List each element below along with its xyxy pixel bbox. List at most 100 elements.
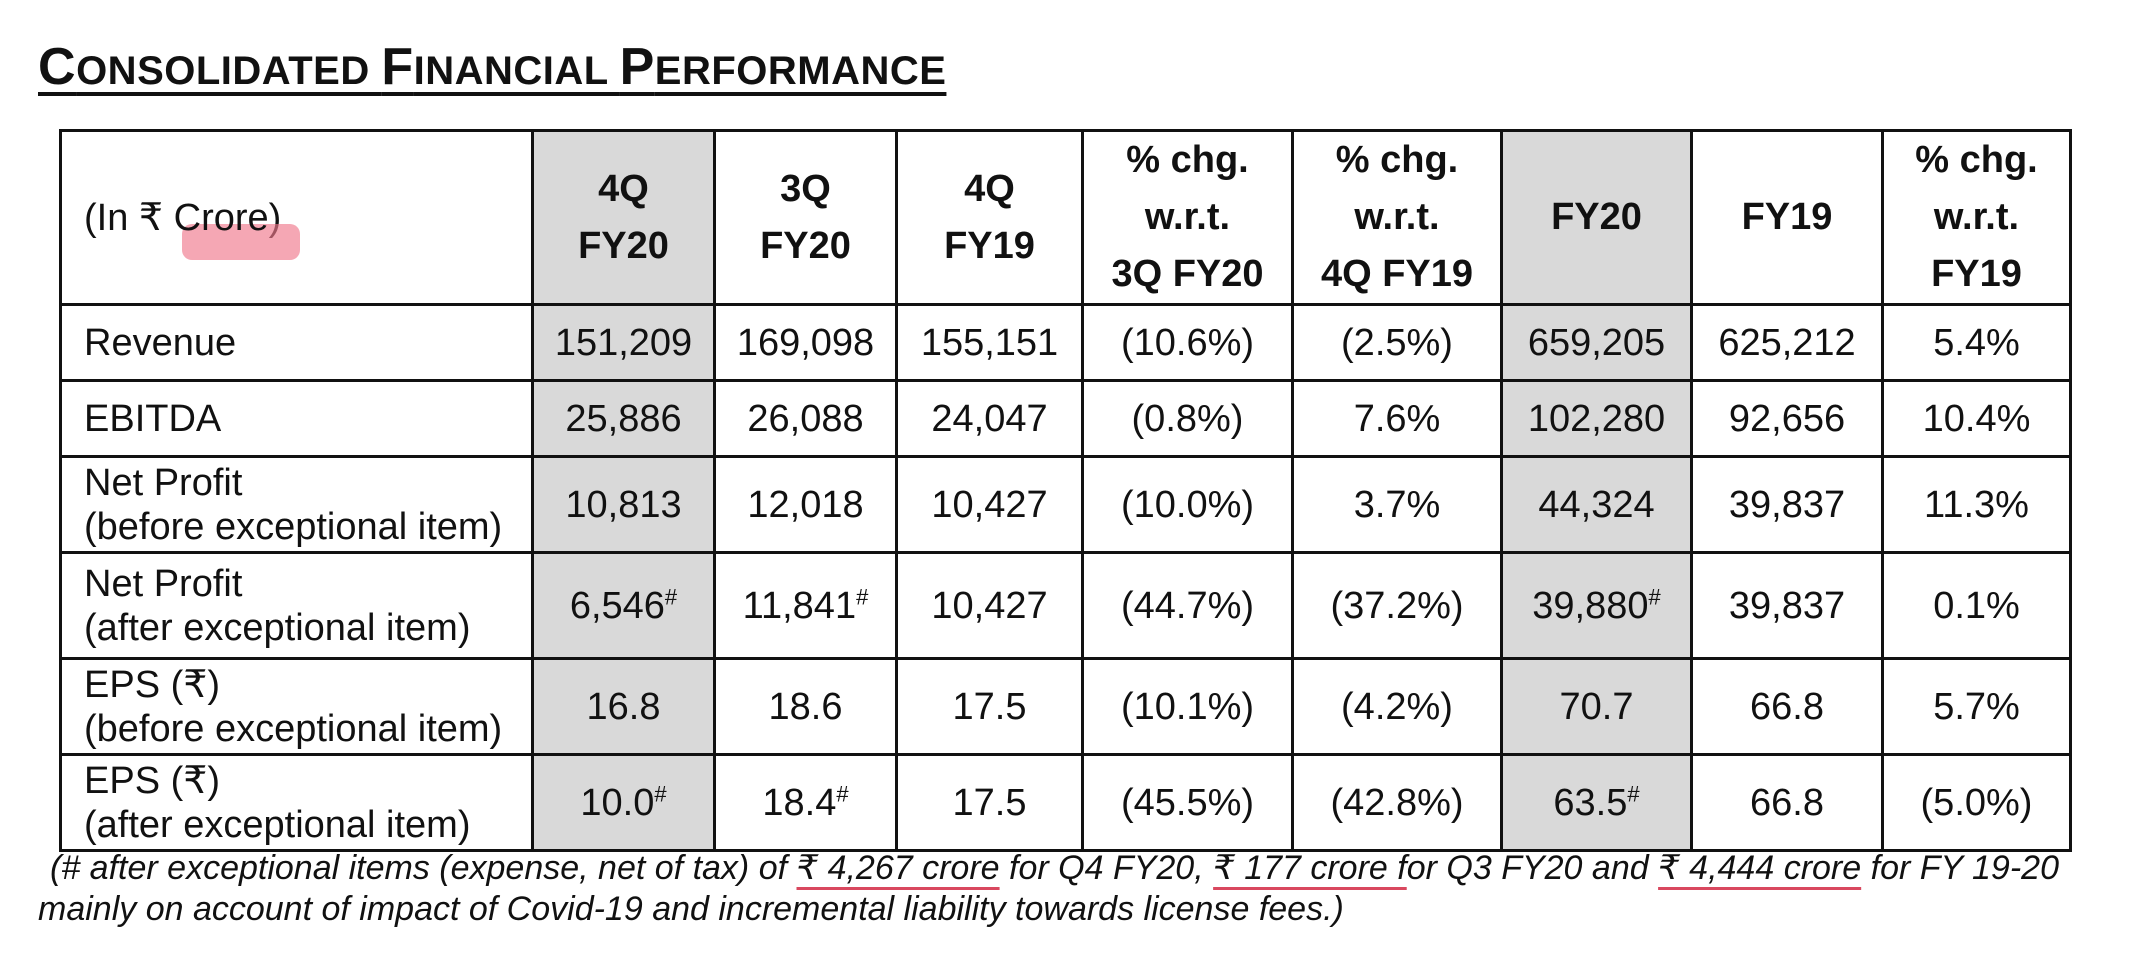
table-cell: 24,047	[895, 379, 1084, 458]
header-line: % chg.	[1335, 139, 1459, 181]
page-title: CONSOLIDATED FINANCIAL PERFORMANCE	[38, 38, 947, 96]
table-cell: 39,880#	[1500, 551, 1693, 660]
table-cell: 6,546#	[531, 551, 716, 660]
row-label: EPS (₹) (after exceptional item)	[59, 753, 534, 852]
header-line: FY20	[760, 224, 851, 267]
footnote-amount-fy: ₹ 4,444 crore	[1658, 849, 1862, 887]
table-cell: 10.4%	[1881, 379, 2072, 458]
table-cell: (45.5%)	[1081, 753, 1294, 852]
table-cell: (42.8%)	[1291, 753, 1503, 852]
table-cell: 169,098	[713, 303, 898, 382]
table-cell: 44,324	[1500, 455, 1693, 554]
table-row: EPS (₹) (before exceptional item) 16.8 18.6…	[59, 657, 2072, 756]
footnote-amount-q3: ₹ 177 crore f	[1213, 849, 1407, 887]
table-cell: 66.8	[1690, 657, 1884, 756]
unit-label: (In ₹ Crore)	[59, 129, 534, 306]
table-cell: 18.6	[713, 657, 898, 756]
table-cell: 39,837	[1690, 551, 1884, 660]
row-label: Revenue	[59, 303, 534, 382]
table-cell: (4.2%)	[1291, 657, 1503, 756]
table-cell: 17.5	[895, 753, 1084, 852]
footnote: (# after exceptional items (expense, net…	[38, 849, 2059, 928]
table-cell: 66.8	[1690, 753, 1884, 852]
table-cell: 92,656	[1690, 379, 1884, 458]
footnote-amount-q4: ₹ 4,267 crore	[796, 849, 1000, 887]
table-cell: (0.8%)	[1081, 379, 1294, 458]
header-line: w.r.t.	[1933, 196, 2020, 238]
table-cell: 659,205	[1500, 303, 1693, 382]
header-line: FY19	[944, 224, 1035, 267]
header-line: 4Q	[964, 167, 1015, 210]
table-cell: 39,837	[1690, 455, 1884, 554]
header-line: FY20	[1551, 196, 1642, 238]
table-cell: 5.7%	[1881, 657, 2072, 756]
table-cell: 25,886	[531, 379, 716, 458]
column-header: 4Q FY20	[531, 129, 716, 306]
header-line: 3Q	[780, 167, 831, 210]
header-line: FY19	[1931, 253, 2022, 295]
table-cell: 17.5	[895, 657, 1084, 756]
table-cell: 70.7	[1500, 657, 1693, 756]
row-label: Net Profit (before exceptional item)	[59, 455, 534, 554]
table-cell: 10,813	[531, 455, 716, 554]
table-cell: 63.5#	[1500, 753, 1693, 852]
table-cell: 12,018	[713, 455, 898, 554]
footnote-marker: #	[1627, 780, 1640, 806]
table-cell: 11,841#	[713, 551, 898, 660]
header-line: % chg.	[1126, 139, 1249, 181]
table-row: Net Profit (before exceptional item) 10,81…	[59, 455, 2072, 554]
table-cell: (10.0%)	[1081, 455, 1294, 554]
column-header: % chg. w.r.t. FY19	[1881, 129, 2072, 306]
header-line: % chg.	[1915, 139, 2038, 181]
column-header: FY20	[1500, 129, 1693, 306]
column-header: FY19	[1690, 129, 1884, 306]
table-cell: 10.0#	[531, 753, 716, 852]
row-label: Net Profit (after exceptional item)	[59, 551, 534, 660]
table-cell: (5.0%)	[1881, 753, 2072, 852]
table-cell: (44.7%)	[1081, 551, 1294, 660]
footnote-marker: #	[654, 780, 667, 806]
table-cell: 11.3%	[1881, 455, 2072, 554]
table-cell: 10,427	[895, 551, 1084, 660]
table-row: Net Profit (after exceptional item) 6,546#…	[59, 551, 2072, 660]
column-header: % chg. w.r.t. 4Q FY19	[1291, 129, 1503, 306]
table-cell: 5.4%	[1881, 303, 2072, 382]
column-header: 4Q FY19	[895, 129, 1084, 306]
table-cell: 3.7%	[1291, 455, 1503, 554]
table-row: Revenue 151,209 169,098 155,151 (10.6%) (2.5%…	[59, 303, 2072, 382]
table-cell: 155,151	[895, 303, 1084, 382]
header-line: 3Q FY20	[1111, 253, 1264, 295]
table-cell: (37.2%)	[1291, 551, 1503, 660]
financial-table: (In ₹ Crore) 4Q FY20 3Q FY20 4Q FY19 % chg. w.r…	[59, 129, 2072, 852]
footnote-marker: #	[664, 583, 678, 609]
table-cell: 151,209	[531, 303, 716, 382]
table-cell: 10,427	[895, 455, 1084, 554]
table-cell: 18.4#	[713, 753, 898, 852]
footnote-marker: #	[1648, 583, 1661, 609]
header-line: FY20	[578, 224, 669, 267]
table-cell: 102,280	[1500, 379, 1693, 458]
header-line: 4Q FY19	[1320, 253, 1474, 295]
footnote-marker: #	[836, 780, 849, 806]
column-header: % chg. w.r.t. 3Q FY20	[1081, 129, 1294, 306]
row-label: EPS (₹) (before exceptional item)	[59, 657, 534, 756]
header-line: w.r.t.	[1354, 196, 1440, 238]
highlight-mark: Crore	[173, 196, 300, 260]
header-row: (In ₹ Crore) 4Q FY20 3Q FY20 4Q FY19 % chg. w.r…	[59, 129, 2072, 306]
table-cell: (2.5%)	[1291, 303, 1503, 382]
header-line: 4Q	[598, 167, 649, 210]
table-cell: (10.1%)	[1081, 657, 1294, 756]
header-line: FY19	[1741, 196, 1833, 238]
header-line: w.r.t.	[1144, 196, 1231, 238]
table-cell: 625,212	[1690, 303, 1884, 382]
table-row: EBITDA 25,886 26,088 24,047 (0.8%) 7.6% 102,28…	[59, 379, 2072, 458]
table-cell: 16.8	[531, 657, 716, 756]
table-cell: 7.6%	[1291, 379, 1503, 458]
row-label: EBITDA	[59, 379, 534, 458]
table-cell: 26,088	[713, 379, 898, 458]
table-cell: (10.6%)	[1081, 303, 1294, 382]
table-cell: 0.1%	[1881, 551, 2072, 660]
footnote-marker: #	[856, 583, 869, 609]
table-row: EPS (₹) (after exceptional item) 10.0# 18.4…	[59, 753, 2072, 852]
column-header: 3Q FY20	[713, 129, 898, 306]
